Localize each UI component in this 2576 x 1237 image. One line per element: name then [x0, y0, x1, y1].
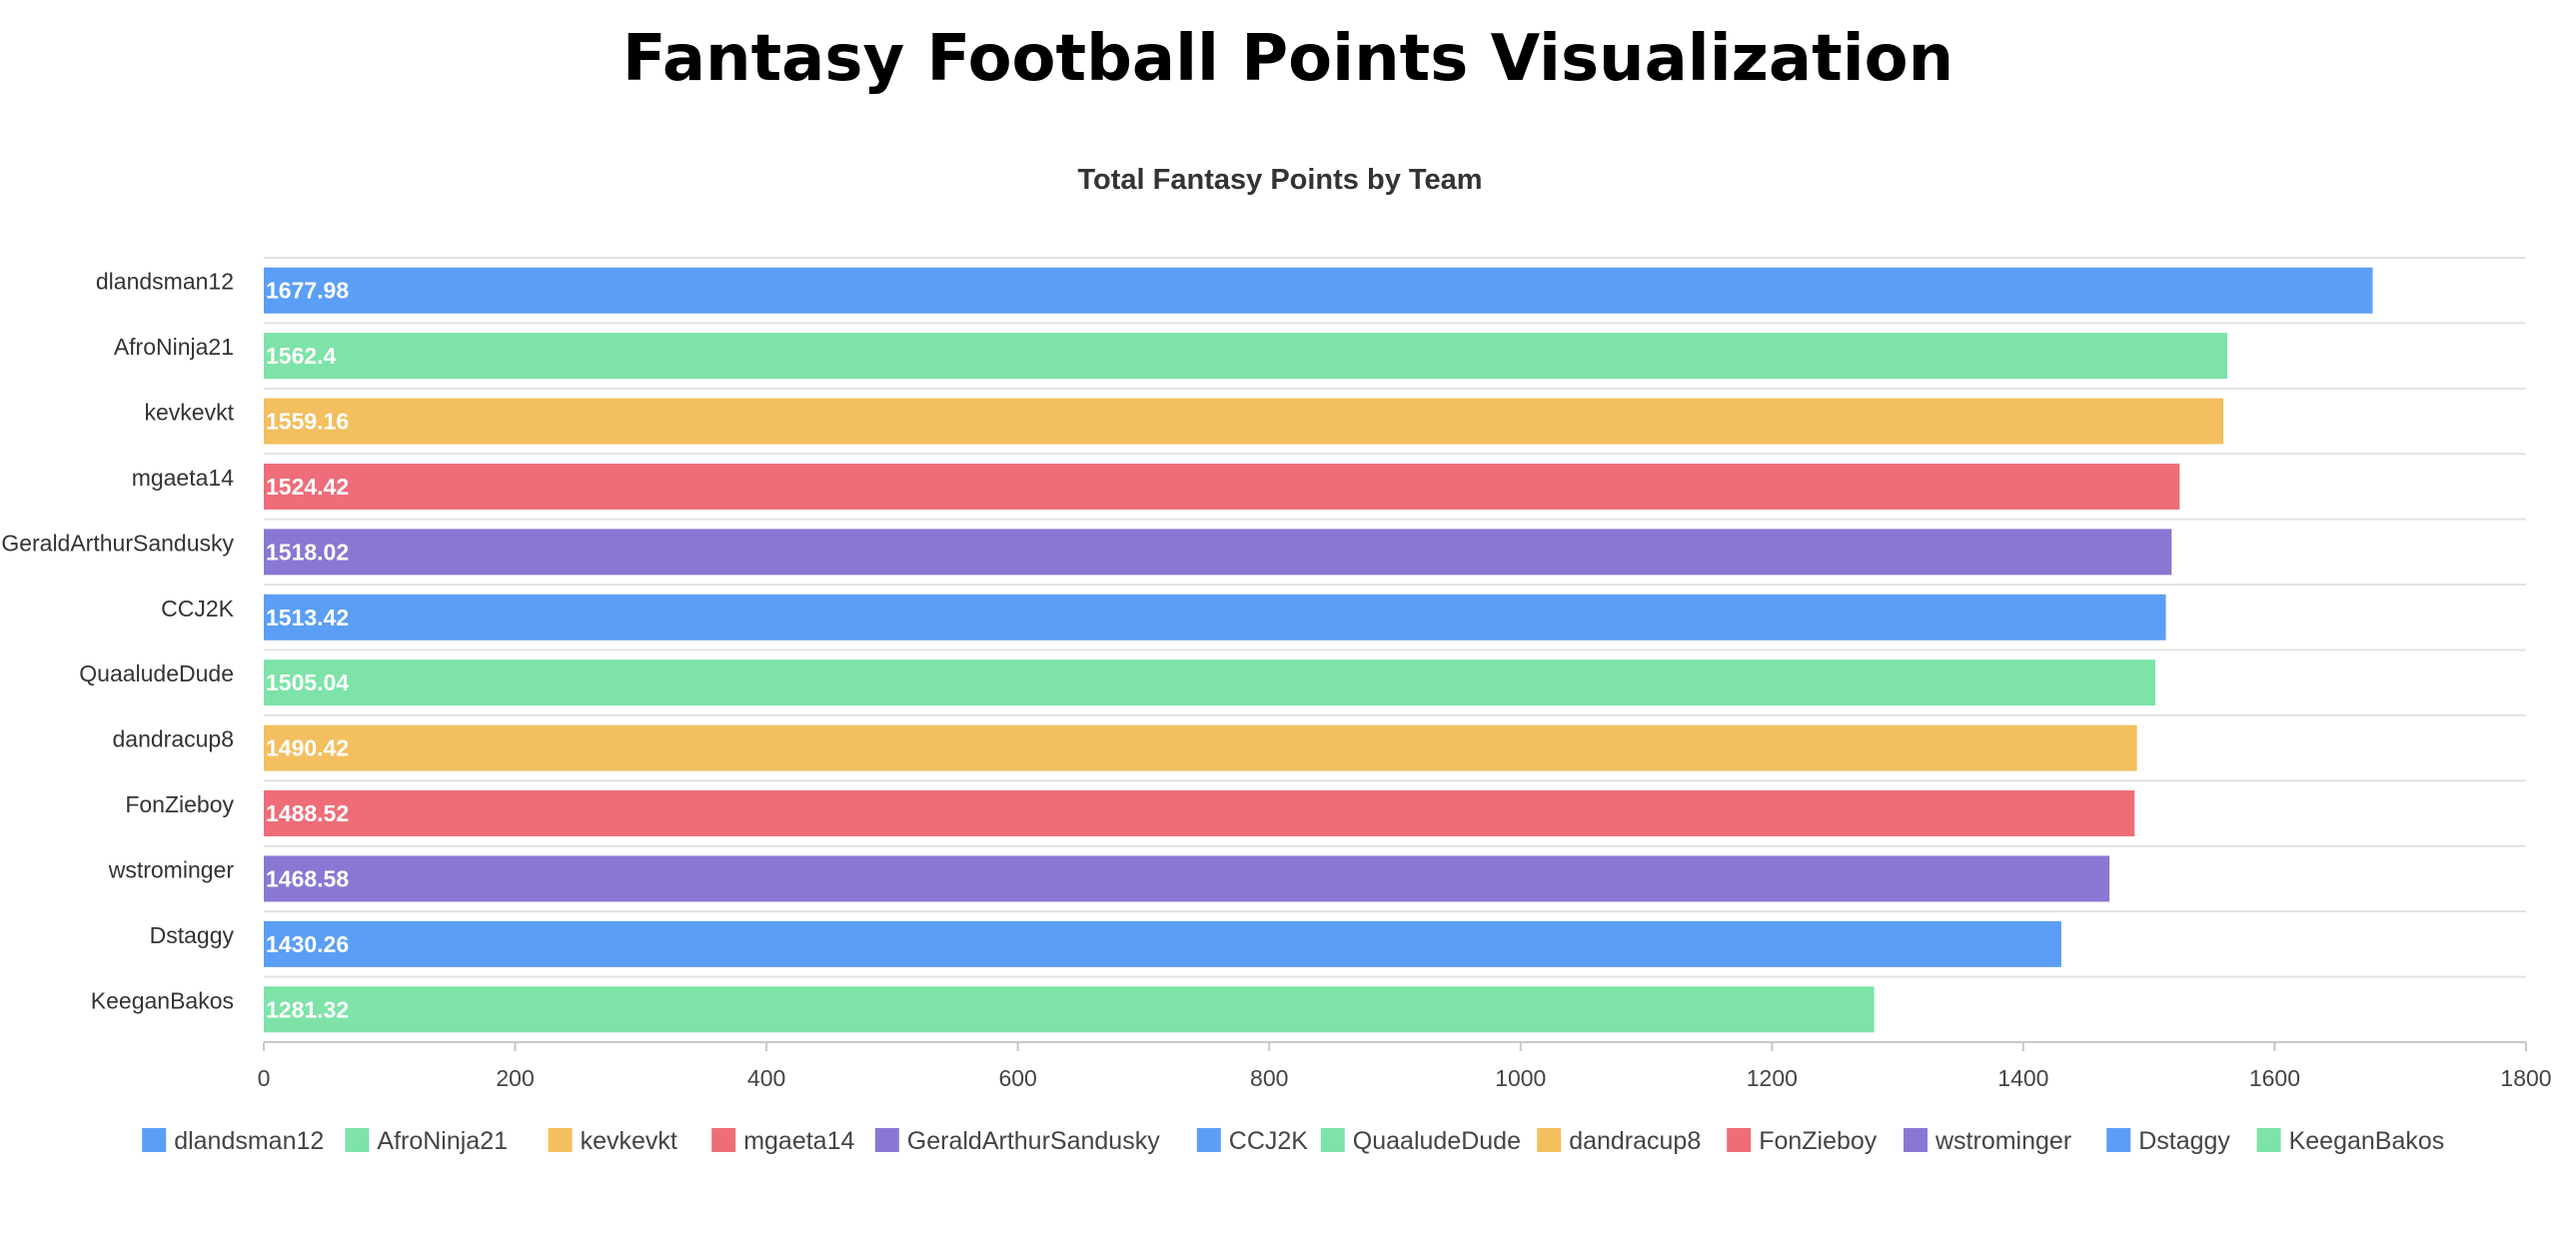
- data-label: 1490.42: [266, 735, 349, 761]
- bar: [264, 659, 2156, 706]
- legend-label[interactable]: GeraldArthurSandusky: [907, 1127, 1160, 1155]
- x-tick-label: 1400: [1997, 1065, 2048, 1091]
- legend-swatch[interactable]: [142, 1128, 167, 1152]
- grid-lines: [264, 257, 2526, 1043]
- data-label: 1562.4: [266, 343, 337, 369]
- category-label: QuaaludeDude: [79, 660, 234, 686]
- legend-label[interactable]: AfroNinja21: [377, 1127, 508, 1155]
- legend-swatch[interactable]: [345, 1128, 370, 1152]
- data-label: 1488.52: [266, 800, 349, 826]
- data-label: 1505.04: [266, 669, 349, 695]
- bar: [264, 398, 2224, 445]
- bar: [264, 463, 2180, 510]
- legend-swatch[interactable]: [1196, 1128, 1221, 1152]
- category-label: dlandsman12: [96, 269, 234, 295]
- legend-label[interactable]: dlandsman12: [174, 1127, 324, 1155]
- bars: 1677.98 1562.4 1559.16 1524.42 1518.02 1513.4…: [264, 267, 2373, 1033]
- category-label: dandracup8: [113, 726, 235, 752]
- legend-label[interactable]: kevkevkt: [581, 1127, 677, 1155]
- x-tick-label: 0: [258, 1065, 271, 1091]
- bar: [264, 855, 2110, 902]
- legend-label[interactable]: KeeganBakos: [2289, 1127, 2445, 1155]
- legend-label[interactable]: QuaaludeDude: [1353, 1127, 1521, 1155]
- x-tick-label: 800: [1250, 1065, 1288, 1091]
- data-label: 1559.16: [266, 409, 349, 435]
- category-labels: dlandsman12 AfroNinja21 kevkevkt mgaeta14 Ge…: [1, 269, 234, 1014]
- category-label: Dstaggy: [150, 922, 235, 948]
- x-tick-label: 1600: [2249, 1065, 2300, 1091]
- data-label: 1677.98: [266, 278, 349, 304]
- bar: [264, 986, 1875, 1033]
- data-label: 1430.26: [266, 931, 349, 957]
- category-label: AfroNinja21: [114, 334, 234, 360]
- legend-label[interactable]: dandracup8: [1569, 1127, 1701, 1155]
- category-label: GeraldArthurSandusky: [1, 530, 234, 556]
- category-label: mgaeta14: [132, 465, 235, 491]
- legend-swatch[interactable]: [1320, 1128, 1345, 1152]
- legend-label[interactable]: FonZieboy: [1759, 1127, 1878, 1155]
- legend-swatch[interactable]: [2256, 1128, 2281, 1152]
- category-label: CCJ2K: [161, 596, 235, 621]
- x-tick-label: 1000: [1495, 1065, 1546, 1091]
- legend: dlandsman12 AfroNinja21 kevkevkt mgaeta14 Ge…: [142, 1127, 2444, 1155]
- legend-label[interactable]: Dstaggy: [2138, 1127, 2230, 1155]
- legend-label[interactable]: wstrominger: [1934, 1127, 2071, 1155]
- legend-swatch[interactable]: [1727, 1128, 1752, 1152]
- page-title: Fantasy Football Points Visualization: [622, 22, 1954, 96]
- chart-title: Total Fantasy Points by Team: [1077, 164, 1482, 196]
- bar: [264, 333, 2228, 380]
- bar: [264, 724, 2137, 771]
- x-tick-label: 400: [747, 1065, 785, 1091]
- category-label: wstrominger: [108, 856, 235, 882]
- data-label: 1281.32: [266, 996, 349, 1022]
- bar: [264, 267, 2373, 314]
- x-tick-label: 1200: [1747, 1065, 1798, 1091]
- legend-label[interactable]: CCJ2K: [1229, 1127, 1309, 1155]
- x-tick-label: 200: [496, 1065, 534, 1091]
- legend-swatch[interactable]: [1537, 1128, 1562, 1152]
- data-label: 1468.58: [266, 865, 349, 891]
- bar: [264, 920, 2061, 967]
- category-label: FonZieboy: [125, 791, 234, 817]
- x-tick-label: 1800: [2500, 1065, 2551, 1091]
- legend-swatch[interactable]: [2106, 1128, 2131, 1152]
- legend-swatch[interactable]: [548, 1128, 573, 1152]
- data-label: 1513.42: [266, 605, 349, 630]
- legend-swatch[interactable]: [711, 1128, 736, 1152]
- bar: [264, 790, 2135, 837]
- legend-swatch[interactable]: [1904, 1128, 1928, 1152]
- data-label: 1518.02: [266, 539, 349, 565]
- category-label: KeeganBakos: [91, 987, 234, 1013]
- x-axis: 0 200 400 600 800 1000 1200 1400 1600 1800: [258, 1041, 2552, 1091]
- legend-label[interactable]: mgaeta14: [743, 1127, 854, 1155]
- bar: [264, 529, 2172, 576]
- category-label: kevkevkt: [145, 400, 235, 426]
- legend-swatch[interactable]: [874, 1128, 899, 1152]
- x-tick-label: 600: [998, 1065, 1036, 1091]
- data-label: 1524.42: [266, 474, 349, 500]
- bar: [264, 594, 2166, 640]
